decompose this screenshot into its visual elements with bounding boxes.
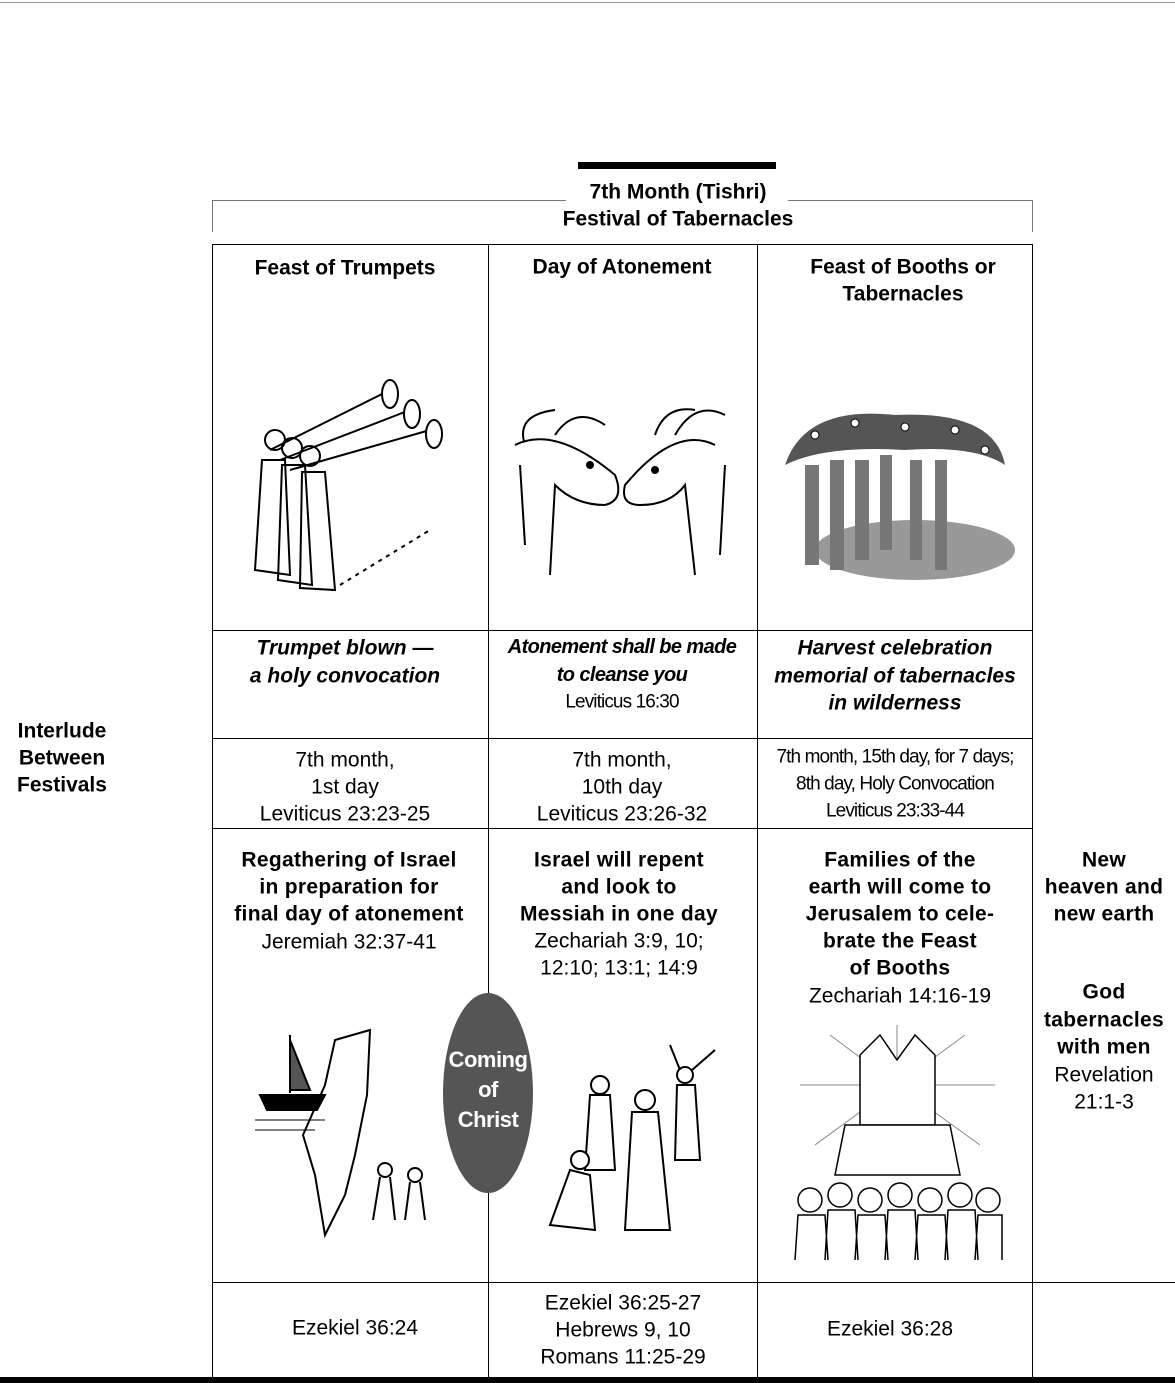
column-timing: 7th month, — [572, 748, 672, 772]
column-timing: Leviticus 23:33-44 — [825, 800, 965, 822]
aftermath-heading: tabernacles — [1043, 1008, 1165, 1031]
column-timing: 1st day — [311, 775, 379, 799]
prophecy-text: brate the Feast — [823, 929, 977, 953]
israel-map-illustration — [255, 1028, 426, 1239]
column-title: Feast of Booths or — [810, 255, 996, 279]
prophecy-text: earth will come to — [808, 875, 992, 899]
bracket-right — [1032, 200, 1033, 232]
bottom-rule — [0, 1377, 1175, 1383]
prophecy-text: Jerusalem to cele- — [805, 902, 995, 926]
aftermath-reference: Revelation — [1054, 1063, 1154, 1087]
prophecy-text: Messiah in one day — [520, 902, 718, 926]
header-bar — [578, 162, 776, 169]
summary-reference: Leviticus 16:30 — [565, 691, 679, 713]
grid-line — [212, 630, 1033, 631]
column-summary: a holy convocation — [249, 664, 441, 687]
side-label: Between — [18, 746, 106, 770]
badge-shape — [443, 993, 533, 1193]
prophecy-text: Families of the — [824, 848, 976, 872]
prophecy-text: Israel will repent — [534, 848, 704, 872]
prophecy-reference: Zechariah 14:16-19 — [808, 984, 992, 1008]
column-timing: 7th month, — [295, 748, 395, 772]
scripture-reference: Hebrews 9, 10 — [555, 1318, 691, 1342]
column-timing: 7th month, 15th day, for 7 days; — [776, 746, 1014, 768]
prophecy-text: and look to — [561, 875, 677, 899]
grid-line — [757, 244, 758, 1383]
bracket-left — [212, 200, 213, 232]
prophecy-text: of Booths — [849, 956, 951, 980]
aftermath-reference: 21:1-3 — [1074, 1090, 1134, 1114]
side-label: Festivals — [17, 773, 107, 797]
column-summary: Trumpet blown — — [256, 636, 434, 660]
aftermath-heading: New — [1081, 848, 1127, 872]
header-mask — [566, 182, 788, 206]
scripture-reference: Romans 11:25-29 — [540, 1345, 706, 1369]
prophecy-text: in preparation for — [259, 875, 439, 899]
badge-text: of — [478, 1077, 498, 1102]
booth-illustration — [785, 413, 1015, 580]
scripture-reference: Ezekiel 36:24 — [291, 1316, 419, 1340]
header-festival: Festival of Tabernacles — [562, 207, 794, 231]
side-label: Interlude — [17, 719, 107, 743]
prophecy-text: Regathering of Israel — [241, 848, 457, 872]
scripture-reference: Ezekiel 36:28 — [826, 1317, 954, 1341]
scripture-reference: Ezekiel 36:25-27 — [544, 1291, 702, 1315]
column-title: Feast of Trumpets — [254, 256, 436, 280]
throne-illustration — [794, 1025, 1003, 1261]
column-summary: Harvest celebration — [797, 636, 993, 660]
badge-text: Coming — [448, 1047, 528, 1072]
aftermath-heading: with men — [1057, 1035, 1151, 1059]
prophecy-reference: Jeremiah 32:37-41 — [261, 930, 437, 954]
aftermath-heading: heaven and — [1044, 875, 1164, 899]
prophecy-text: final day of atonement — [234, 902, 464, 926]
grid-line — [212, 828, 1033, 829]
column-summary: Atonement shall be made — [507, 636, 737, 658]
column-timing: 10th day — [581, 775, 663, 799]
prophecy-reference: Zechariah 3:9, 10; — [534, 929, 704, 953]
trumpeters-illustration — [253, 379, 443, 592]
grid-line — [212, 244, 1033, 245]
column-summary: in wilderness — [828, 691, 962, 715]
repentance-illustration — [548, 1044, 716, 1232]
column-title: Tabernacles — [842, 282, 964, 306]
column-summary: to cleanse you — [556, 663, 688, 686]
grid-line — [1032, 244, 1033, 1383]
aftermath-heading: new earth — [1053, 902, 1155, 926]
badge-text: Christ — [457, 1107, 519, 1132]
grid-line — [488, 244, 489, 1383]
top-rule — [0, 2, 1175, 3]
column-summary: memorial of tabernacles — [774, 664, 1016, 687]
grid-line — [212, 738, 1033, 739]
prophecy-reference: 12:10; 13:1; 14:9 — [540, 956, 698, 980]
aftermath-heading: God — [1082, 980, 1126, 1004]
grid-line — [212, 1282, 1175, 1283]
header-month: 7th Month (Tishri) — [589, 180, 767, 204]
column-timing: Leviticus 23:23-25 — [259, 802, 431, 826]
column-timing: Leviticus 23:26-32 — [536, 802, 708, 826]
goats-illustration — [514, 408, 726, 576]
column-timing: 8th day, Holy Convocation — [796, 773, 995, 795]
grid-line — [212, 244, 213, 1383]
column-title: Day of Atonement — [532, 255, 712, 279]
